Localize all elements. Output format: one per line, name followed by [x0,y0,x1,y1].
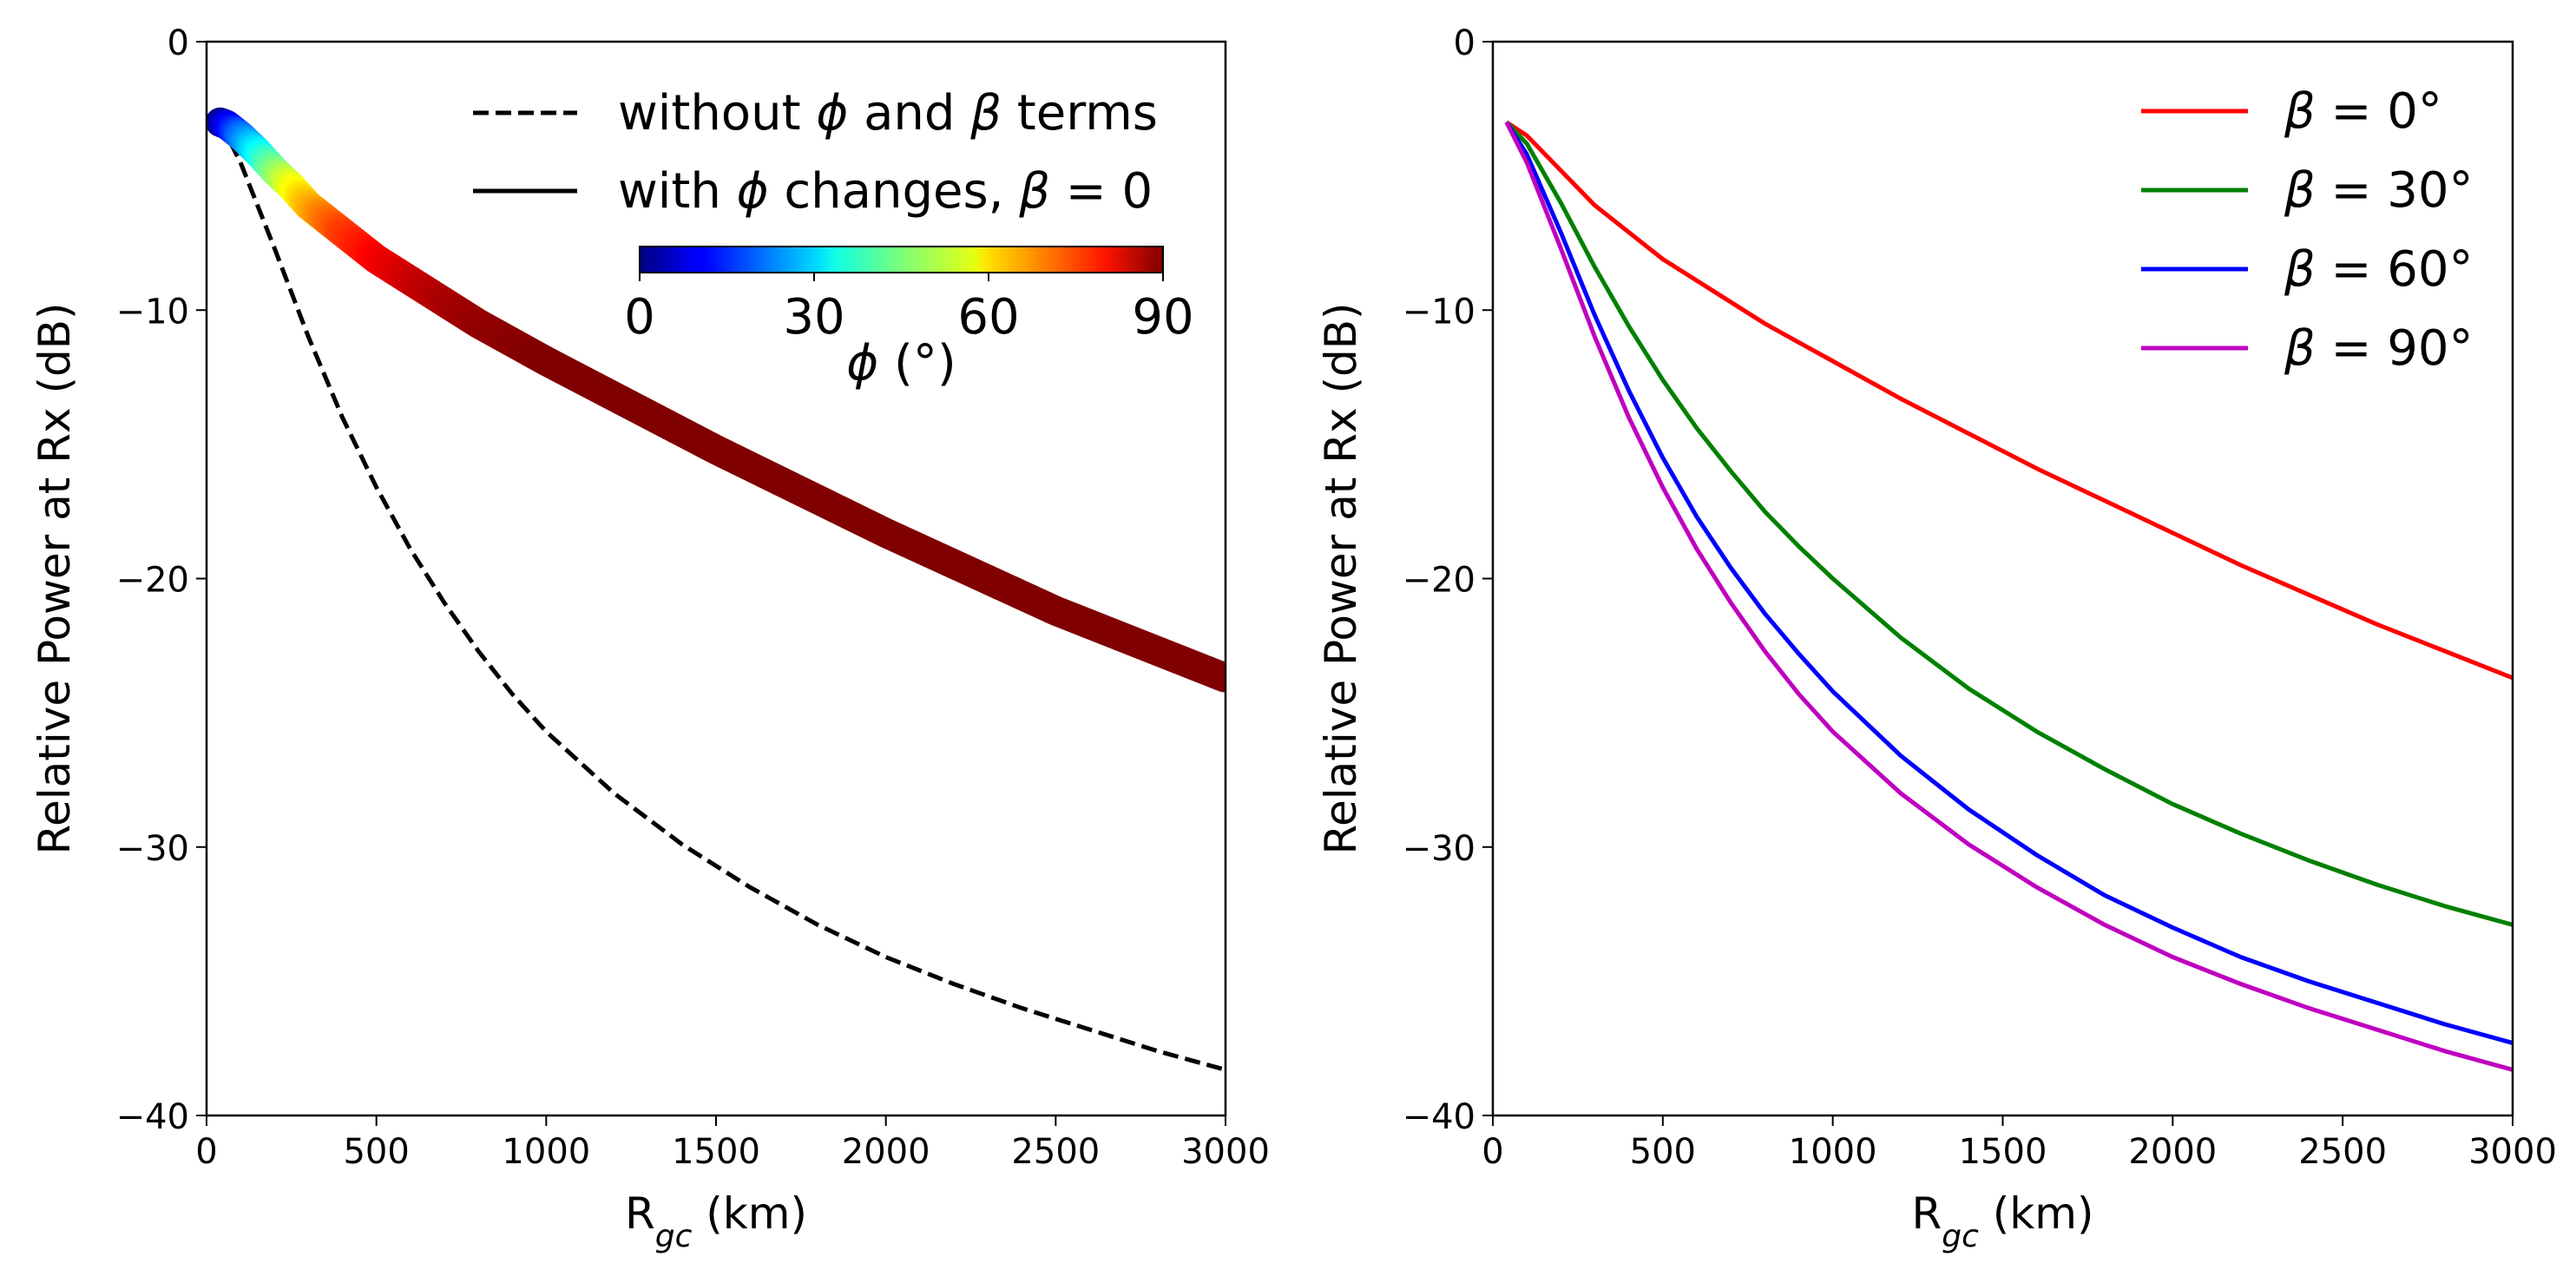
series-line-1 [1504,121,2513,927]
x-tick-label: 3000 [2468,1132,2557,1172]
x-tick-label: 2000 [2128,1132,2217,1172]
y-axis-label: Relative Power at Rx (dB) [1316,302,1366,854]
x-tick-label: 500 [343,1132,409,1172]
y-tick-label: −10 [1403,292,1475,332]
legend-label-3: β = 90° [2284,320,2474,377]
left-chart-panel: 0 500 1000 1500 2000 2500 3000 0 −10 −20 −30 −40 Rgc… [30,23,1270,1254]
y-tick-label: −10 [116,292,189,332]
y-tick-label: −30 [116,829,189,869]
x-tick-label: 1000 [1789,1132,1877,1172]
series-line-0 [218,121,1226,1072]
x-tick-label: 3000 [1181,1132,1270,1172]
x-tick-label: 0 [1482,1132,1503,1172]
series-line-3 [1504,121,2513,1072]
colorbar-tick-label: 30 [783,289,844,345]
x-tick-label: 1500 [1959,1132,2047,1172]
x-tick-label: 2500 [1011,1132,1100,1172]
x-tick-label: 0 [195,1132,217,1172]
x-tick-label: 2500 [2298,1132,2387,1172]
colorbar [639,246,1164,273]
colorbar-tick-label: 90 [1132,289,1193,345]
x-tick-label: 2000 [842,1132,930,1172]
y-axis-label: Relative Power at Rx (dB) [30,302,80,854]
legend-label-0: β = 0° [2284,83,2442,140]
colorbar-label: ϕ (°) [846,335,956,392]
y-tick-label: −20 [1403,561,1475,601]
y-tick-label: −30 [1403,829,1475,869]
colorbar-tick-label: 0 [624,289,655,345]
y-tick-label: −40 [1403,1097,1475,1137]
series-line-0 [1505,120,2513,681]
legend-label-0: without ϕ and β terms [618,85,1158,141]
x-tick-label: 1000 [502,1132,590,1172]
plot-area [1504,120,2513,1072]
plot-area [207,107,1226,1072]
y-tick-label: −20 [116,561,189,601]
band-marker [1209,662,1226,693]
legend-label-1: with ϕ changes, β = 0 [618,163,1153,220]
colorbar-tick-label: 60 [957,289,1019,345]
x-axis-label: Rgc (km) [625,1188,807,1254]
x-axis-label: Rgc (km) [1912,1188,2094,1254]
phi-colored-band [207,107,1226,693]
legend-label-2: β = 60° [2284,241,2474,298]
series-line-2 [1504,121,2513,1045]
legend-label-1: β = 30° [2284,162,2474,219]
y-tick-label: 0 [1454,23,1475,63]
right-chart-panel: 0 500 1000 1500 2000 2500 3000 0 −10 −20 −30 −40 Rgc… [1316,23,2557,1254]
y-tick-label: −40 [116,1097,189,1137]
x-tick-label: 1500 [672,1132,760,1172]
y-tick-label: 0 [168,23,189,63]
x-tick-label: 500 [1630,1132,1696,1172]
